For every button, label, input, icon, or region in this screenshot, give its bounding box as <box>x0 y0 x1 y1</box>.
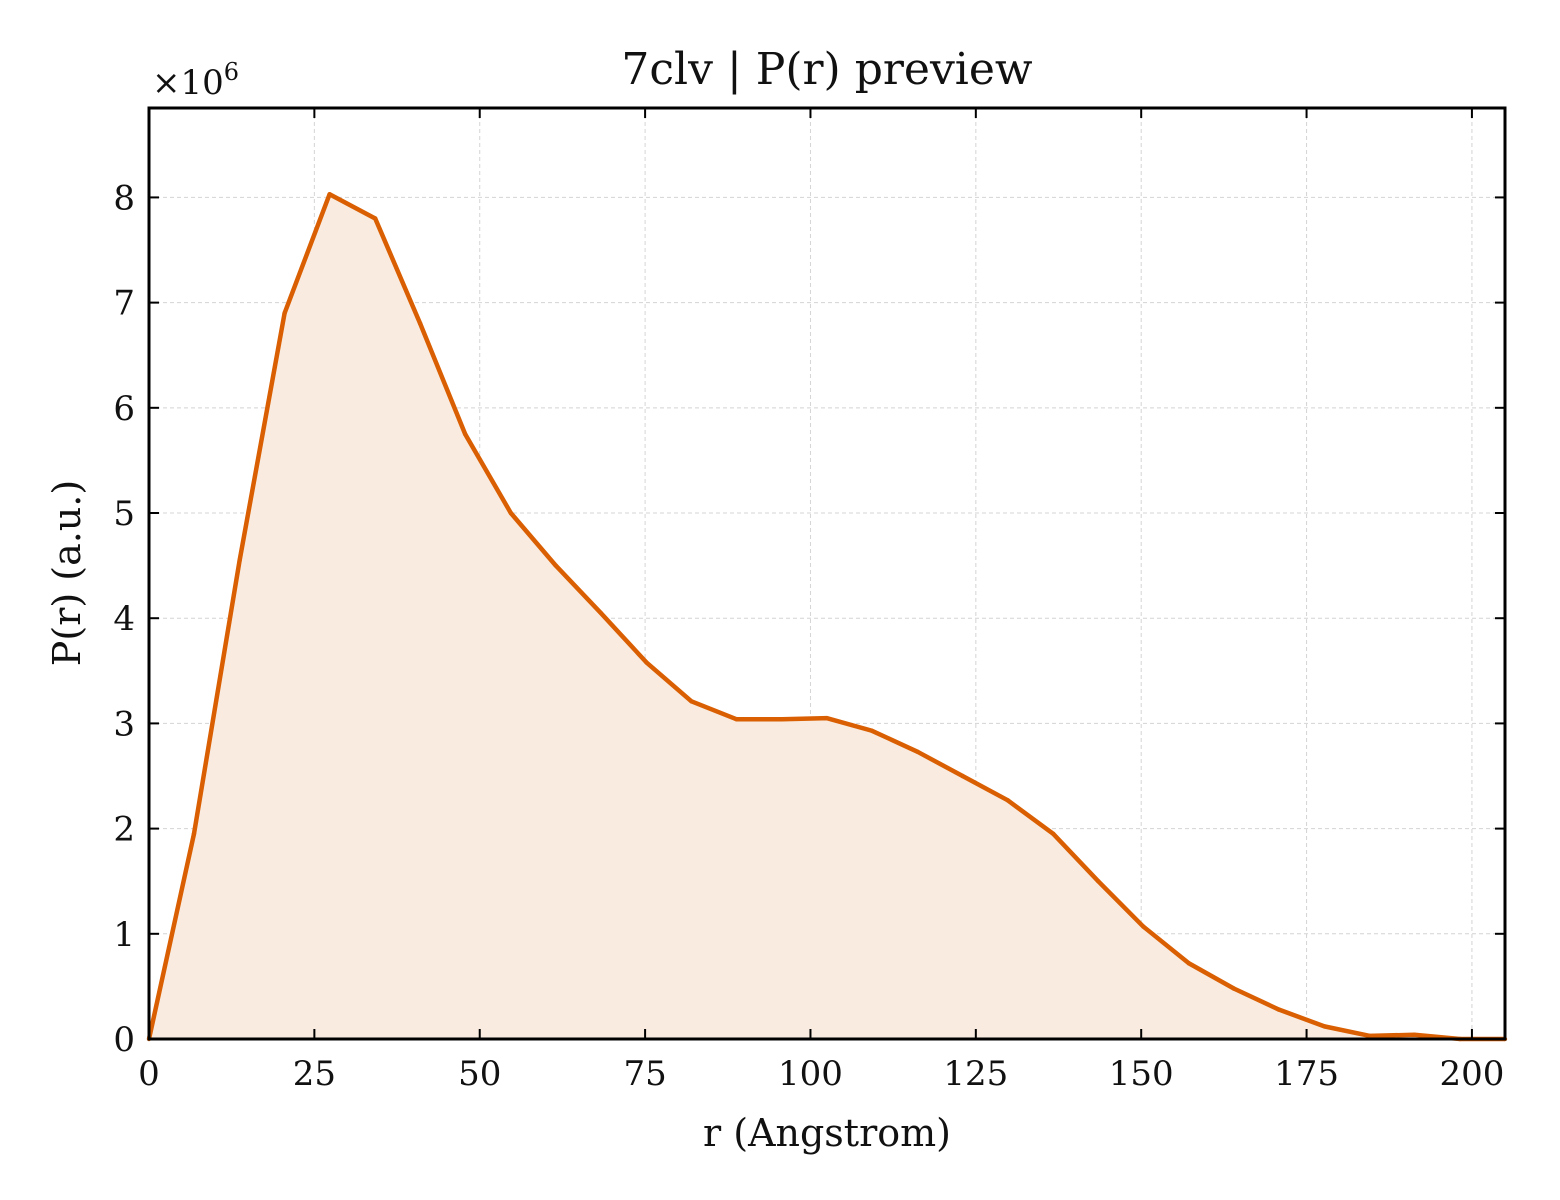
pr-data-point <box>1005 798 1010 803</box>
y-tick-label: 2 <box>113 810 135 850</box>
y-tick-label: 6 <box>113 389 135 429</box>
y-tick-label: 0 <box>113 1020 135 1060</box>
pr-data-point <box>553 563 558 568</box>
x-tick-label: 100 <box>778 1054 843 1094</box>
y-offset-base: ×10 <box>152 63 224 103</box>
y-axis-label: P(r) (a.u.) <box>45 480 89 666</box>
pr-data-point <box>373 216 378 221</box>
x-tick-label: 200 <box>1439 1054 1504 1094</box>
pr-data-point <box>1231 986 1237 991</box>
pr-data-point <box>598 610 603 616</box>
y-tick-label: 1 <box>113 915 135 955</box>
pr-data-point <box>1186 961 1192 966</box>
pr-area-fill <box>149 194 1505 1039</box>
pr-data-point <box>779 717 785 722</box>
chart-title: 7clv | P(r) preview <box>621 44 1033 95</box>
pr-data-point <box>237 558 242 563</box>
x-tick-label: 175 <box>1274 1054 1339 1094</box>
pr-data-point <box>824 715 830 721</box>
pr-data-point <box>462 431 468 437</box>
plot-frame <box>147 106 1507 1041</box>
x-tick-label: 150 <box>1109 1054 1174 1094</box>
y-tick-label: 7 <box>113 284 135 324</box>
pr-data-point <box>191 831 197 837</box>
x-tick-label: 50 <box>458 1054 501 1094</box>
pr-data-point <box>1051 831 1056 837</box>
pr-data-point <box>1412 1032 1417 1037</box>
x-tick-label: 75 <box>623 1054 666 1094</box>
y-offset-exponent: 6 <box>224 58 239 86</box>
pr-data-point <box>508 510 514 516</box>
y-tick-label: 5 <box>113 494 135 534</box>
pr-data-point <box>1096 879 1101 884</box>
pr-data-point <box>282 310 287 316</box>
pr-data-point <box>1367 1033 1372 1039</box>
pr-data-point <box>869 728 875 733</box>
x-tick-label: 0 <box>138 1054 160 1094</box>
data-layer <box>146 192 1508 1042</box>
x-tick-label: 25 <box>293 1054 336 1094</box>
pr-data-point <box>960 773 965 779</box>
x-axis-label: r (Angstrom) <box>703 1111 951 1155</box>
pr-data-point <box>1322 1024 1327 1029</box>
pr-data-point <box>644 660 649 665</box>
y-tick-label: 3 <box>113 704 135 744</box>
pr-data-point <box>327 192 332 197</box>
pr-data-point <box>418 321 423 326</box>
y-tick-label: 8 <box>113 178 135 218</box>
y-tick-label: 4 <box>113 599 135 639</box>
y-offset-label: ×106 <box>152 58 239 103</box>
pr-data-point <box>734 717 739 722</box>
pr-data-point <box>1276 1007 1281 1012</box>
pr-data-point <box>915 749 920 755</box>
x-tick-label: 125 <box>943 1054 1008 1094</box>
tick-layer: 0 25 50 75 100 125 150 175 200 0 1 2 3 4 5 6 7 8 <box>113 108 1505 1094</box>
pr-data-point <box>689 699 694 704</box>
pr-data-point <box>1140 924 1146 929</box>
